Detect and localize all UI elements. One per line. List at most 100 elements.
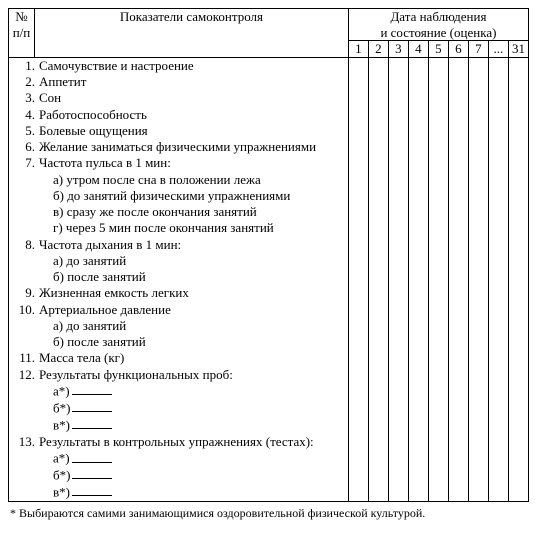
row-text: Сон [39,90,348,106]
indicator-row: 11.Масса тела (кг) [9,350,348,366]
row-text: а*) [39,450,348,467]
row-text: Самочувствие и настроение [39,58,348,74]
row-number [9,204,39,220]
row-text: а*) [39,383,348,400]
date-cell [468,57,488,501]
indicator-row: в) сразу же после окончания занятий [9,204,348,220]
row-text: б) до занятий физическими упражнениями [39,188,348,204]
indicator-row: 7.Частота пульса в 1 мин: [9,155,348,171]
row-number: 3. [9,90,39,106]
row-number [9,188,39,204]
row-number: 9. [9,285,39,301]
row-number: 8. [9,237,39,253]
indicator-row: 13.Результаты в контрольных упражнениях … [9,434,348,450]
date-col: 4 [408,41,428,58]
indicator-row: 12.Результаты функциональных проб: [9,367,348,383]
row-text: Масса тела (кг) [39,350,348,366]
row-text: Результаты функциональных проб: [39,367,348,383]
blank-line [72,467,112,480]
indicator-row: 2.Аппетит [9,74,348,90]
row-text: б) после занятий [39,334,348,350]
blank-line [72,400,112,413]
date-col: 1 [348,41,368,58]
indicator-row: 5.Болевые ощущения [9,123,348,139]
row-text: а) до занятий [39,253,348,269]
indicator-row: 9.Жизненная емкость легких [9,285,348,301]
row-text: а) утром после сна в положении лежа [39,172,348,188]
row-number: 4. [9,107,39,123]
header-dates-title: Дата наблюденияи состояние (оценка) [348,9,528,41]
indicator-row: 1.Самочувствие и настроение [9,58,348,74]
indicator-row: б) после занятий [9,334,348,350]
row-text: Результаты в контрольных упражнениях (те… [39,434,348,450]
row-text: Работоспособность [39,107,348,123]
blank-line [72,417,112,430]
indicator-row: б*) [9,400,348,417]
row-number [9,484,39,501]
header-indicators: Показатели самоконтроля [35,9,349,58]
date-cell [428,57,448,501]
indicator-row: б) после занятий [9,269,348,285]
date-cell [368,57,388,501]
row-text: Частота пульса в 1 мин: [39,155,348,171]
row-number: 12. [9,367,39,383]
row-number [9,334,39,350]
row-number [9,318,39,334]
row-number: 1. [9,58,39,74]
date-col: 3 [388,41,408,58]
row-text: б*) [39,400,348,417]
date-cell [508,57,528,501]
row-number: 10. [9,302,39,318]
indicator-row: а) утром после сна в положении лежа [9,172,348,188]
date-col: ... [488,41,508,58]
date-col: 31 [508,41,528,58]
indicator-row: г) через 5 мин после окончания занятий [9,220,348,236]
date-cell [488,57,508,501]
row-text: Жизненная емкость легких [39,285,348,301]
footnote: * Выбираются самими занимающимися оздоро… [8,502,529,521]
row-text: Желание заниматься физическими упражнени… [39,139,348,155]
date-cell [348,57,368,501]
row-text: Частота дыхания в 1 мин: [39,237,348,253]
indicator-row: 8.Частота дыхания в 1 мин: [9,237,348,253]
row-text: б*) [39,467,348,484]
blank-line [72,450,112,463]
indicator-row: а) до занятий [9,253,348,269]
self-control-table: №п/п Показатели самоконтроля Дата наблюд… [8,8,529,502]
row-text: б) после занятий [39,269,348,285]
indicator-row: б) до занятий физическими упражнениями [9,188,348,204]
row-number: 6. [9,139,39,155]
indicator-row: б*) [9,467,348,484]
row-number [9,253,39,269]
row-text: в*) [39,484,348,501]
date-col: 2 [368,41,388,58]
blank-line [72,484,112,497]
row-text: в*) [39,417,348,434]
row-number [9,220,39,236]
row-number: 7. [9,155,39,171]
row-number [9,269,39,285]
indicator-row: в*) [9,484,348,501]
row-text: г) через 5 мин после окончания занятий [39,220,348,236]
row-text: Артериальное давление [39,302,348,318]
indicator-row: а*) [9,383,348,400]
date-cell [448,57,468,501]
row-text: Болевые ощущения [39,123,348,139]
indicators-list: 1.Самочувствие и настроение2.Аппетит3.Со… [9,58,348,501]
date-col: 7 [468,41,488,58]
indicator-row: а) до занятий [9,318,348,334]
row-text: а) до занятий [39,318,348,334]
row-number: 5. [9,123,39,139]
row-number [9,417,39,434]
indicator-row: а*) [9,450,348,467]
row-number [9,172,39,188]
indicator-row: 3.Сон [9,90,348,106]
row-text: в) сразу же после окончания занятий [39,204,348,220]
indicator-row: 6.Желание заниматься физическими упражне… [9,139,348,155]
row-number [9,400,39,417]
row-number: 2. [9,74,39,90]
header-num: №п/п [9,9,35,58]
date-cell [388,57,408,501]
indicator-row: 10.Артериальное давление [9,302,348,318]
row-number: 13. [9,434,39,450]
